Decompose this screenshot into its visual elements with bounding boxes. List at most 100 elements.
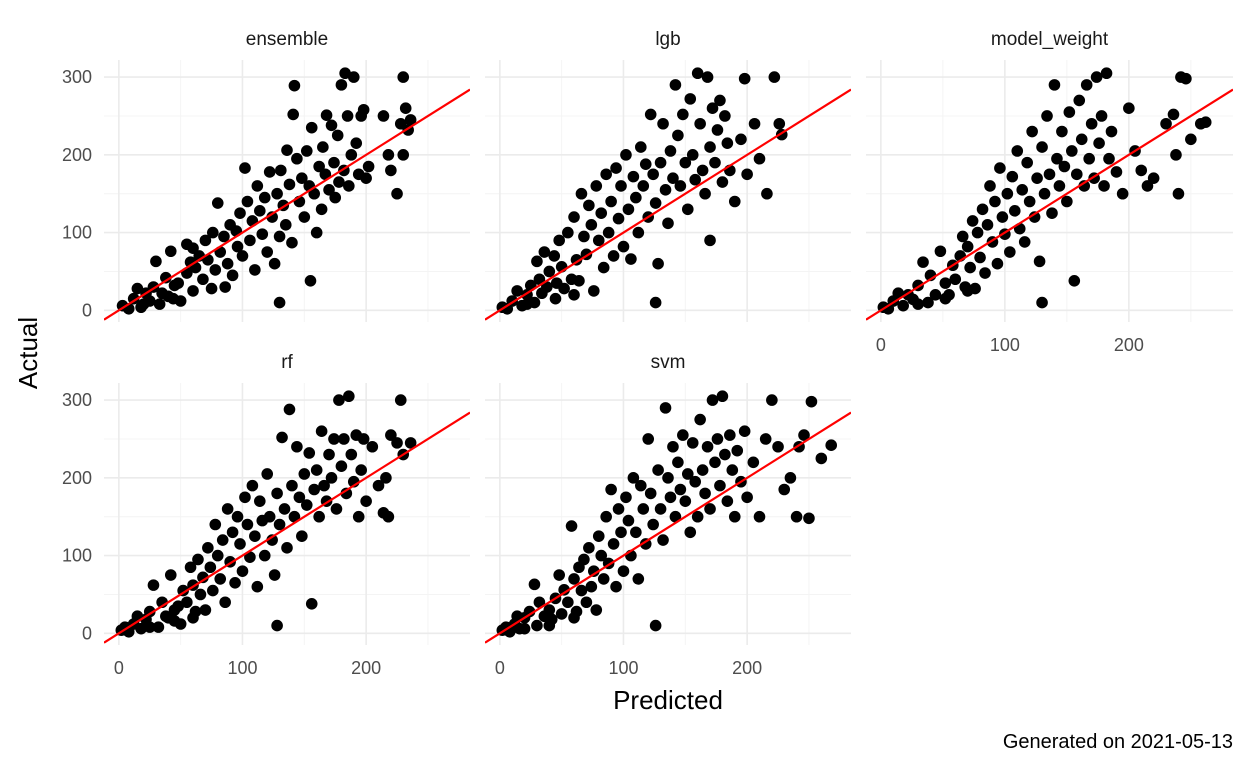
data-point <box>696 464 709 476</box>
y-tick-label: 200 <box>62 145 92 165</box>
data-point <box>654 156 667 169</box>
data-point <box>320 109 333 121</box>
data-point <box>553 234 565 247</box>
data-point <box>150 255 162 268</box>
data-point <box>328 156 340 169</box>
data-point <box>385 429 397 441</box>
data-point <box>627 472 640 484</box>
data-point <box>578 230 590 243</box>
data-point <box>251 580 264 593</box>
data-point <box>1011 145 1024 157</box>
data-point <box>630 526 642 539</box>
data-point <box>738 425 751 438</box>
data-point <box>615 180 627 192</box>
data-point <box>897 299 909 312</box>
data-point <box>298 211 311 223</box>
data-point <box>331 129 344 142</box>
data-point <box>1006 170 1019 183</box>
data-point <box>511 285 523 297</box>
data-point <box>622 514 635 527</box>
data-point <box>634 479 647 492</box>
data-point <box>649 296 662 309</box>
data-point <box>553 569 565 581</box>
data-point <box>548 250 561 262</box>
data-point <box>281 542 293 554</box>
data-point <box>194 588 207 601</box>
data-point <box>261 246 274 258</box>
data-point <box>239 162 251 174</box>
x-tick-label: 200 <box>732 658 762 678</box>
data-point <box>747 456 760 469</box>
x-tick-label: 100 <box>608 658 638 678</box>
data-point <box>672 129 684 142</box>
data-point <box>315 425 328 438</box>
data-point <box>994 162 1006 174</box>
data-point <box>790 510 803 523</box>
data-point <box>303 447 316 459</box>
x-tick-label: 0 <box>876 335 886 355</box>
data-point <box>249 530 261 542</box>
data-point <box>1023 195 1036 208</box>
data-point <box>815 452 828 465</box>
data-point <box>253 495 266 507</box>
data-point <box>934 245 947 258</box>
data-point <box>263 510 276 523</box>
data-point <box>207 584 219 597</box>
y-tick-label: 0 <box>82 623 92 643</box>
data-point <box>667 172 679 184</box>
x-tick-label: 0 <box>495 658 505 678</box>
data-point <box>271 619 283 632</box>
data-point <box>1083 152 1095 165</box>
data-point <box>649 619 662 632</box>
data-point <box>709 456 721 469</box>
data-point <box>298 468 311 480</box>
data-point <box>394 394 407 406</box>
data-point <box>657 534 669 546</box>
data-point <box>360 495 372 507</box>
data-point <box>597 573 610 585</box>
data-point <box>226 269 239 282</box>
data-point <box>310 226 323 239</box>
data-point <box>397 149 410 161</box>
data-point <box>1100 67 1113 80</box>
data-point <box>253 205 266 217</box>
data-point <box>691 510 704 523</box>
data-point <box>583 542 595 554</box>
data-point <box>659 184 672 196</box>
data-point <box>153 298 166 310</box>
data-point <box>620 491 632 504</box>
data-point <box>1147 172 1160 184</box>
data-point <box>716 390 729 403</box>
data-point <box>699 487 711 500</box>
data-point <box>323 184 335 196</box>
data-point <box>984 180 996 192</box>
data-point <box>172 600 184 612</box>
data-point <box>147 579 160 591</box>
data-point <box>728 510 741 523</box>
data-point <box>131 282 144 295</box>
data-point <box>538 246 551 258</box>
data-point <box>642 433 655 445</box>
points <box>877 67 1212 315</box>
data-point <box>652 464 664 476</box>
data-point <box>366 440 379 453</box>
data-point <box>325 472 338 484</box>
data-point <box>273 230 286 243</box>
data-point <box>605 483 617 496</box>
data-point <box>397 71 410 83</box>
data-point <box>1028 211 1041 223</box>
data-point <box>605 195 617 208</box>
data-point <box>773 117 786 130</box>
data-point <box>350 137 363 149</box>
data-point <box>701 440 714 453</box>
grid <box>104 60 470 322</box>
data-point <box>266 211 278 223</box>
data-point <box>382 149 395 161</box>
data-point <box>318 479 330 492</box>
data-point <box>258 191 271 204</box>
y-tick-label: 300 <box>62 390 92 410</box>
data-point <box>268 257 281 270</box>
data-point <box>323 448 335 461</box>
